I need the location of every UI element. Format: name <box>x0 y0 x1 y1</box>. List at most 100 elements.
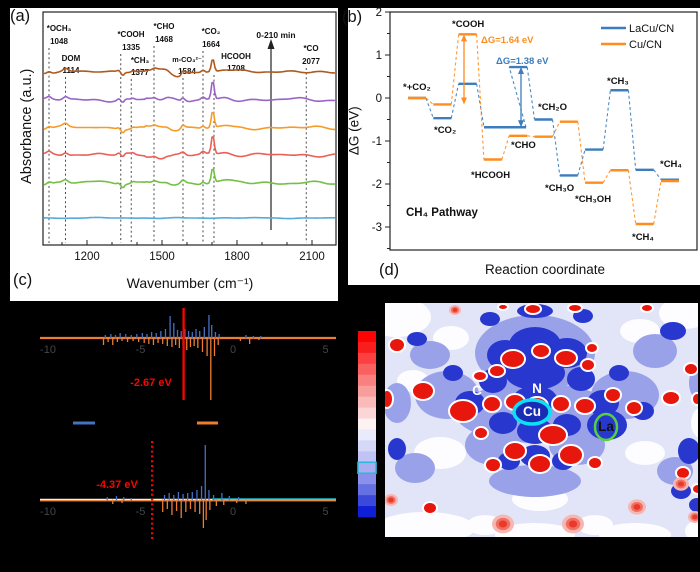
map-red-blob <box>448 399 478 423</box>
map-red-blob <box>503 441 527 461</box>
map-red-blob <box>411 381 435 401</box>
gibbs-connector <box>527 135 535 138</box>
gibbs-label: *COOH <box>452 19 484 30</box>
band-annotation: DOM <box>62 54 81 63</box>
ftir-plot-box <box>42 11 337 246</box>
gibbs-label: ΔG=1.64 eV <box>481 35 534 46</box>
map-red-blob <box>640 303 654 313</box>
map-dark-blue <box>660 322 686 340</box>
map-soft-red-core <box>677 481 685 487</box>
colorbar-highlight-cell <box>357 461 377 475</box>
colorbar-cell <box>358 484 376 496</box>
gibbs-connector <box>577 121 586 183</box>
colorbar-cell <box>358 462 376 474</box>
band-wavenumber: 1708 <box>227 64 245 73</box>
atom-label-N: N <box>532 381 542 396</box>
gibbs-label: *CH₃ <box>607 76 629 87</box>
gibbs-connector <box>653 169 662 181</box>
map-dark-blue <box>609 365 629 381</box>
panel-d-label: (d) <box>379 261 400 279</box>
map-red-blob <box>497 303 509 311</box>
gibbs-label: *CHO <box>511 140 536 151</box>
atom-ring-La <box>593 412 619 442</box>
band-annotation: *OCH₃ <box>47 24 72 33</box>
map-soft-red-core <box>633 504 641 510</box>
map-red-blob <box>385 389 394 409</box>
panel-b-background <box>348 8 700 285</box>
map-red-blob <box>683 362 698 376</box>
band-wavenumber: 1335 <box>122 43 140 52</box>
map-red-blob <box>551 395 571 413</box>
map-red-blob <box>567 303 583 313</box>
map-red-blob <box>388 337 406 353</box>
map-dark-blue <box>567 367 595 391</box>
atom-label-La: La <box>598 419 614 434</box>
map-red-blob <box>587 456 603 470</box>
dos-x-tick-label: -5 <box>136 506 146 518</box>
gibbs-connector <box>602 169 611 183</box>
band-wavenumber: 1664 <box>202 40 220 49</box>
colorbar-cell <box>358 418 376 430</box>
arrow-head-down <box>518 120 524 128</box>
x-tick-label: 1500 <box>149 251 175 263</box>
map-red-blob <box>580 358 596 372</box>
map-mid-blue <box>395 453 435 483</box>
band-annotation: *CHO <box>154 22 175 31</box>
map-red-blob <box>558 444 584 466</box>
gibbs-connector <box>501 135 510 160</box>
map-dark-blue <box>388 438 406 460</box>
colorbar-cell <box>358 451 376 463</box>
map-red-blob <box>691 483 698 495</box>
colorbar-cell <box>358 363 376 376</box>
dos-x-tick-label: 5 <box>322 506 328 518</box>
dos-x-tick-label: -10 <box>40 344 56 356</box>
map-mid-blue <box>489 465 581 497</box>
colorbar-cell <box>358 440 376 452</box>
map-dark-blue <box>489 412 517 434</box>
map-red-blob <box>473 426 489 440</box>
map-red-blob <box>538 424 568 446</box>
gibbs-plot-box <box>389 11 698 251</box>
gibbs-connector <box>425 97 434 105</box>
gibbs-connector <box>627 170 637 225</box>
ftir-curves <box>43 59 336 220</box>
dos-x-tick-label: -5 <box>136 344 146 356</box>
gibbs-label: *CH₃O <box>545 183 574 194</box>
map-red-blob <box>524 303 542 315</box>
gibbs-label: *+CO₂ <box>403 82 431 93</box>
x-tick-label: 2100 <box>299 251 325 263</box>
colorbar-cell <box>358 506 376 518</box>
map-dark-blue <box>689 498 698 512</box>
atom-label-C: C <box>472 383 482 398</box>
panel-a-xaxis-title: Wavenumber (cm⁻¹) <box>126 275 254 291</box>
ftir-spectrum-curve <box>43 81 336 103</box>
panel-b-xaxis-title: Reaction coordinate <box>484 262 606 277</box>
map-red-blob <box>482 395 502 413</box>
gibbs-label: *CH₄ <box>660 159 682 170</box>
colorbar-cell <box>358 396 376 408</box>
dos-x-tick-label: 0 <box>230 344 236 356</box>
map-red-blob <box>531 343 551 359</box>
colorbar-cell <box>358 407 376 419</box>
map-red-blob <box>484 457 502 473</box>
map-red-blob <box>661 390 681 406</box>
map-white-patch <box>385 512 475 537</box>
band-center-value: -2.67 eV <box>130 377 172 389</box>
map-red-blob <box>585 342 599 354</box>
gibbs-connector <box>552 121 561 137</box>
map-red-blob <box>691 392 698 406</box>
x-tick-label: 1200 <box>74 251 100 263</box>
colorbar-cell <box>358 352 376 365</box>
band-annotation: *CO <box>303 44 318 53</box>
gibbs-connector <box>450 34 460 105</box>
y-tick-label: 0 <box>376 93 382 105</box>
gibbs-connector <box>627 90 637 170</box>
gibbs-label: *HCOOH <box>471 170 510 181</box>
map-red-blob <box>574 397 596 415</box>
map-dark-blue <box>678 438 698 464</box>
colorbar-cell <box>358 374 376 387</box>
panel-a-yaxis-title: Absorbance (a.u.) <box>18 68 35 184</box>
colorbar-cell <box>358 385 376 398</box>
